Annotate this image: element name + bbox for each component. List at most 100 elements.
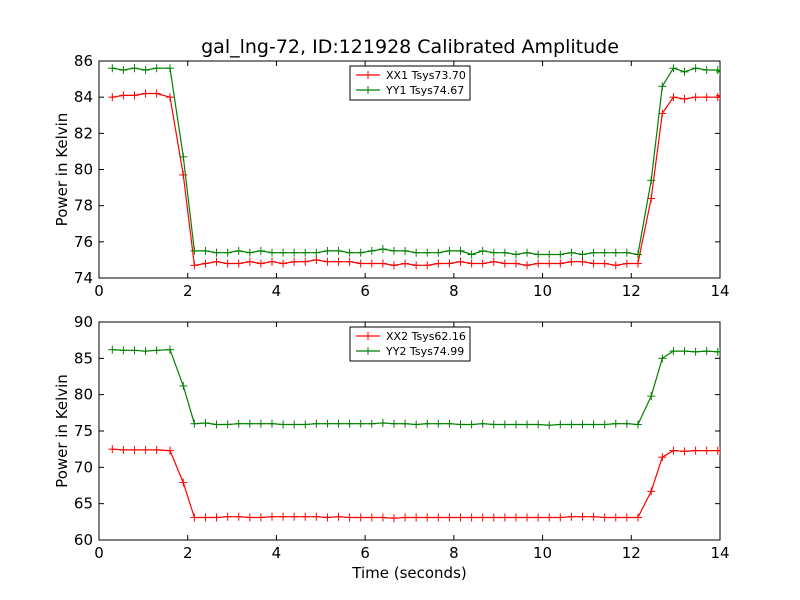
top-series-xx1-point [152,89,161,98]
bottom-series-yy2-point [556,420,565,429]
bottom-series-yy2-point [412,420,421,429]
bottom-series-yy2-point [245,419,254,428]
top-series-yy1-point [567,248,576,257]
bottom-series-yy2-point [600,420,609,429]
top-series-yy1-point [367,246,376,255]
bottom-y-axis-label: Power in Kelvin [53,374,71,488]
top-series-yy1-point [179,152,188,161]
top-series-yy1-point [578,250,587,259]
bottom-series-yy2-point [523,420,532,429]
top-series-xx1-point [401,259,410,268]
top-series-yy1-point [611,248,620,257]
bottom-y-tick-label: 85 [74,349,93,367]
top-series-xx1-point [467,259,476,268]
bottom-series-xx2-point [401,513,410,522]
bottom-series-xx2-point [245,513,254,522]
bottom-series-yy2-point [611,419,620,428]
bottom-series-yy2-point [567,420,576,429]
bottom-x-tick-label: 8 [449,544,459,562]
top-series-xx1-point [611,261,620,270]
top-series-yy1-point [119,66,128,75]
bottom-x-tick-label: 12 [622,544,641,562]
top-series-yy1-point [412,248,421,257]
bottom-series-xx2-point [600,513,609,522]
top-series-xx1-point [556,259,565,268]
top-series-yy1-point [456,246,465,255]
top-series-xx1-point [600,259,609,268]
bottom-series-yy2-point [165,345,174,354]
bottom-series-yy2-point [212,420,221,429]
top-legend-label: YY1 Tsys74.67 [385,84,464,97]
bottom-series-xx2-point [267,512,276,521]
top-series-yy1-point [467,250,476,259]
bottom-series-xx2-point [589,512,598,521]
bottom-series-yy2-point [445,419,454,428]
top-series-yy1-point [279,248,288,257]
top-series-xx1-point [445,259,454,268]
top-series-xx1-point [119,91,128,100]
bottom-series-xx2-point [511,513,520,522]
top-series-yy1-point [152,64,161,73]
top-series-xx1-point [523,261,532,270]
bottom-series-xx2-point [534,513,543,522]
bottom-series-yy2-point [119,346,128,355]
bottom-series-yy2-point [141,347,150,356]
top-series-yy1-point [378,245,387,254]
bottom-series-yy2-point [401,419,410,428]
bottom-series-xx2-point [223,512,232,521]
top-series-yy1-point [500,248,509,257]
bottom-legend-item: YY2 Tsys74.99 [356,345,464,358]
top-series-xx1-point [589,259,598,268]
bottom-series-xx2-point [669,446,678,455]
bottom-series-yy2-point [589,420,598,429]
bottom-series-yy2-point [534,420,543,429]
top-series-xx1-point [130,91,139,100]
top-legend-box [349,65,471,101]
top-series-yy1-point [223,248,232,257]
top-y-tick-label: 80 [74,161,93,179]
bottom-legend: XX2 Tsys62.16 YY2 Tsys74.99 [349,326,471,362]
top-series-xx1-point [234,259,243,268]
top-series-xx1-point [567,257,576,266]
bottom-legend-label: YY2 Tsys74.99 [385,345,464,358]
bottom-series-xx2-point [456,513,465,522]
top-series-yy1-point [658,82,667,91]
bottom-series-yy2-point [578,420,587,429]
bottom-series-xx2-point [680,447,689,456]
top-series-yy1-point [301,248,310,257]
top-x-tick-label: 12 [622,282,641,300]
top-series-yy1-point [312,248,321,257]
top-series-yy1-point [345,248,354,257]
top-series-xx1-point [434,259,443,268]
top-series-yy1-point [212,248,221,257]
bottom-series-yy2-point [669,347,678,356]
bottom-series-yy2-point [367,419,376,428]
top-series-yy1-point [141,66,150,75]
bottom-series-xx2-point [108,445,117,454]
bottom-series-yy2-point [456,420,465,429]
bottom-series-yy2-point [423,419,432,428]
top-series-xx1-point [702,93,711,102]
top-series-yy1-point [713,66,720,75]
top-series-yy1-point [600,248,609,257]
bottom-series-xx2-point [152,445,161,454]
top-series-yy1-point [245,248,254,257]
bottom-series-xx2-point [647,487,656,496]
bottom-series-yy2-point [478,419,487,428]
bottom-series-xx2-point [190,513,199,522]
bottom-series-yy2-point [334,419,343,428]
bottom-series-yy2-point [190,419,199,428]
top-y-tick-label: 78 [74,197,93,215]
top-y-axis-label: Power in Kelvin [53,113,71,227]
bottom-y-tick-label: 65 [74,495,93,513]
top-series-xx1-point [389,261,398,270]
bottom-series-yy2-point [267,419,276,428]
top-series-yy1-point [256,246,265,255]
bottom-series-xx2-point [500,513,509,522]
top-series-xx1-point [680,94,689,103]
bottom-x-tick-label: 10 [533,544,552,562]
top-x-tick-label: 8 [449,282,459,300]
top-series-xx1-point [691,93,700,102]
top-series-xx1-point [489,257,498,266]
